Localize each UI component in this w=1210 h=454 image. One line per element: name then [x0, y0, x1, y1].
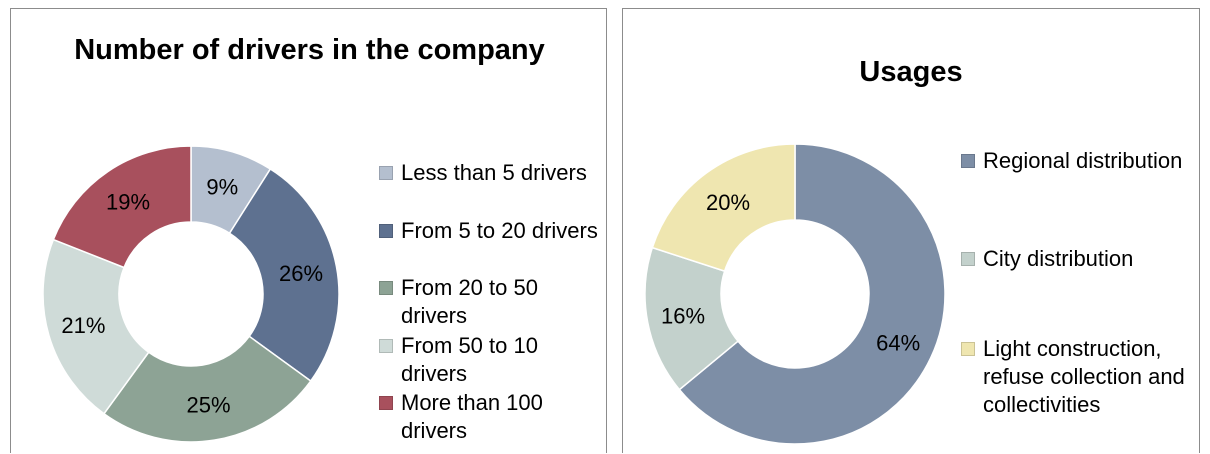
legend-entry: More than 100 drivers	[379, 389, 599, 447]
legend-label: Light construction, refuse collection an…	[983, 336, 1185, 417]
donut-slice	[678, 143, 946, 445]
legend-entry: From 5 to 20 drivers	[379, 217, 599, 275]
chart-legend: Less than 5 drivers From 5 to 20 drivers…	[379, 159, 599, 447]
donut-chart-usages: 64% 16% 20%	[644, 143, 946, 445]
chart-panel-drivers: Number of drivers in the company 9% 26% 25…	[10, 8, 607, 453]
slice-data-label: 26%	[279, 261, 323, 286]
legend-entry: Less than 5 drivers	[379, 159, 599, 217]
legend-label: From 50 to 10 drivers	[401, 332, 538, 386]
chart-legend: Regional distribution City distribution …	[961, 147, 1191, 419]
legend-label: From 20 to 50 drivers	[401, 275, 538, 328]
donut-chart-drivers: 9% 26% 25% 21% 19%	[42, 145, 340, 443]
legend-entry: Regional distribution	[961, 147, 1191, 245]
legend-swatch	[379, 338, 393, 353]
legend-swatch	[961, 252, 975, 266]
slice-data-label: 9%	[206, 174, 238, 199]
donut-slice	[52, 145, 192, 269]
legend-label: Less than 5 drivers	[401, 160, 587, 185]
legend-label: Regional distribution	[983, 148, 1183, 173]
legend-swatch	[379, 396, 393, 410]
slice-data-label: 20%	[706, 190, 750, 215]
legend-label: From 5 to 20 drivers	[401, 217, 598, 243]
legend-entry: From 50 to 10 drivers	[379, 332, 599, 390]
donut-slice	[651, 143, 796, 273]
legend-swatch	[379, 281, 393, 295]
legend-label: More than 100 drivers	[401, 390, 543, 443]
legend-entry: From 20 to 50 drivers	[379, 274, 599, 332]
legend-entry: Light construction, refuse collection an…	[961, 335, 1191, 419]
legend-label: City distribution	[983, 246, 1134, 271]
legend-swatch	[961, 154, 975, 168]
slice-data-label: 19%	[106, 189, 150, 214]
legend-swatch	[379, 166, 393, 180]
slice-data-label: 25%	[186, 393, 230, 418]
chart-title: Usages	[859, 56, 963, 88]
slice-data-label: 21%	[61, 313, 105, 338]
donut-slice	[102, 335, 312, 443]
donut-slice	[42, 238, 150, 415]
slice-data-label: 64%	[876, 331, 920, 356]
legend-entry: City distribution	[961, 245, 1191, 335]
slice-data-label: 16%	[661, 303, 705, 328]
donut-slice	[228, 168, 340, 383]
chart-panel-usages: Usages 64% 16% 20% Regional distribution C…	[622, 8, 1200, 453]
legend-swatch	[961, 342, 975, 356]
chart-title: Number of drivers in the company	[74, 34, 545, 66]
legend-swatch	[379, 223, 393, 238]
